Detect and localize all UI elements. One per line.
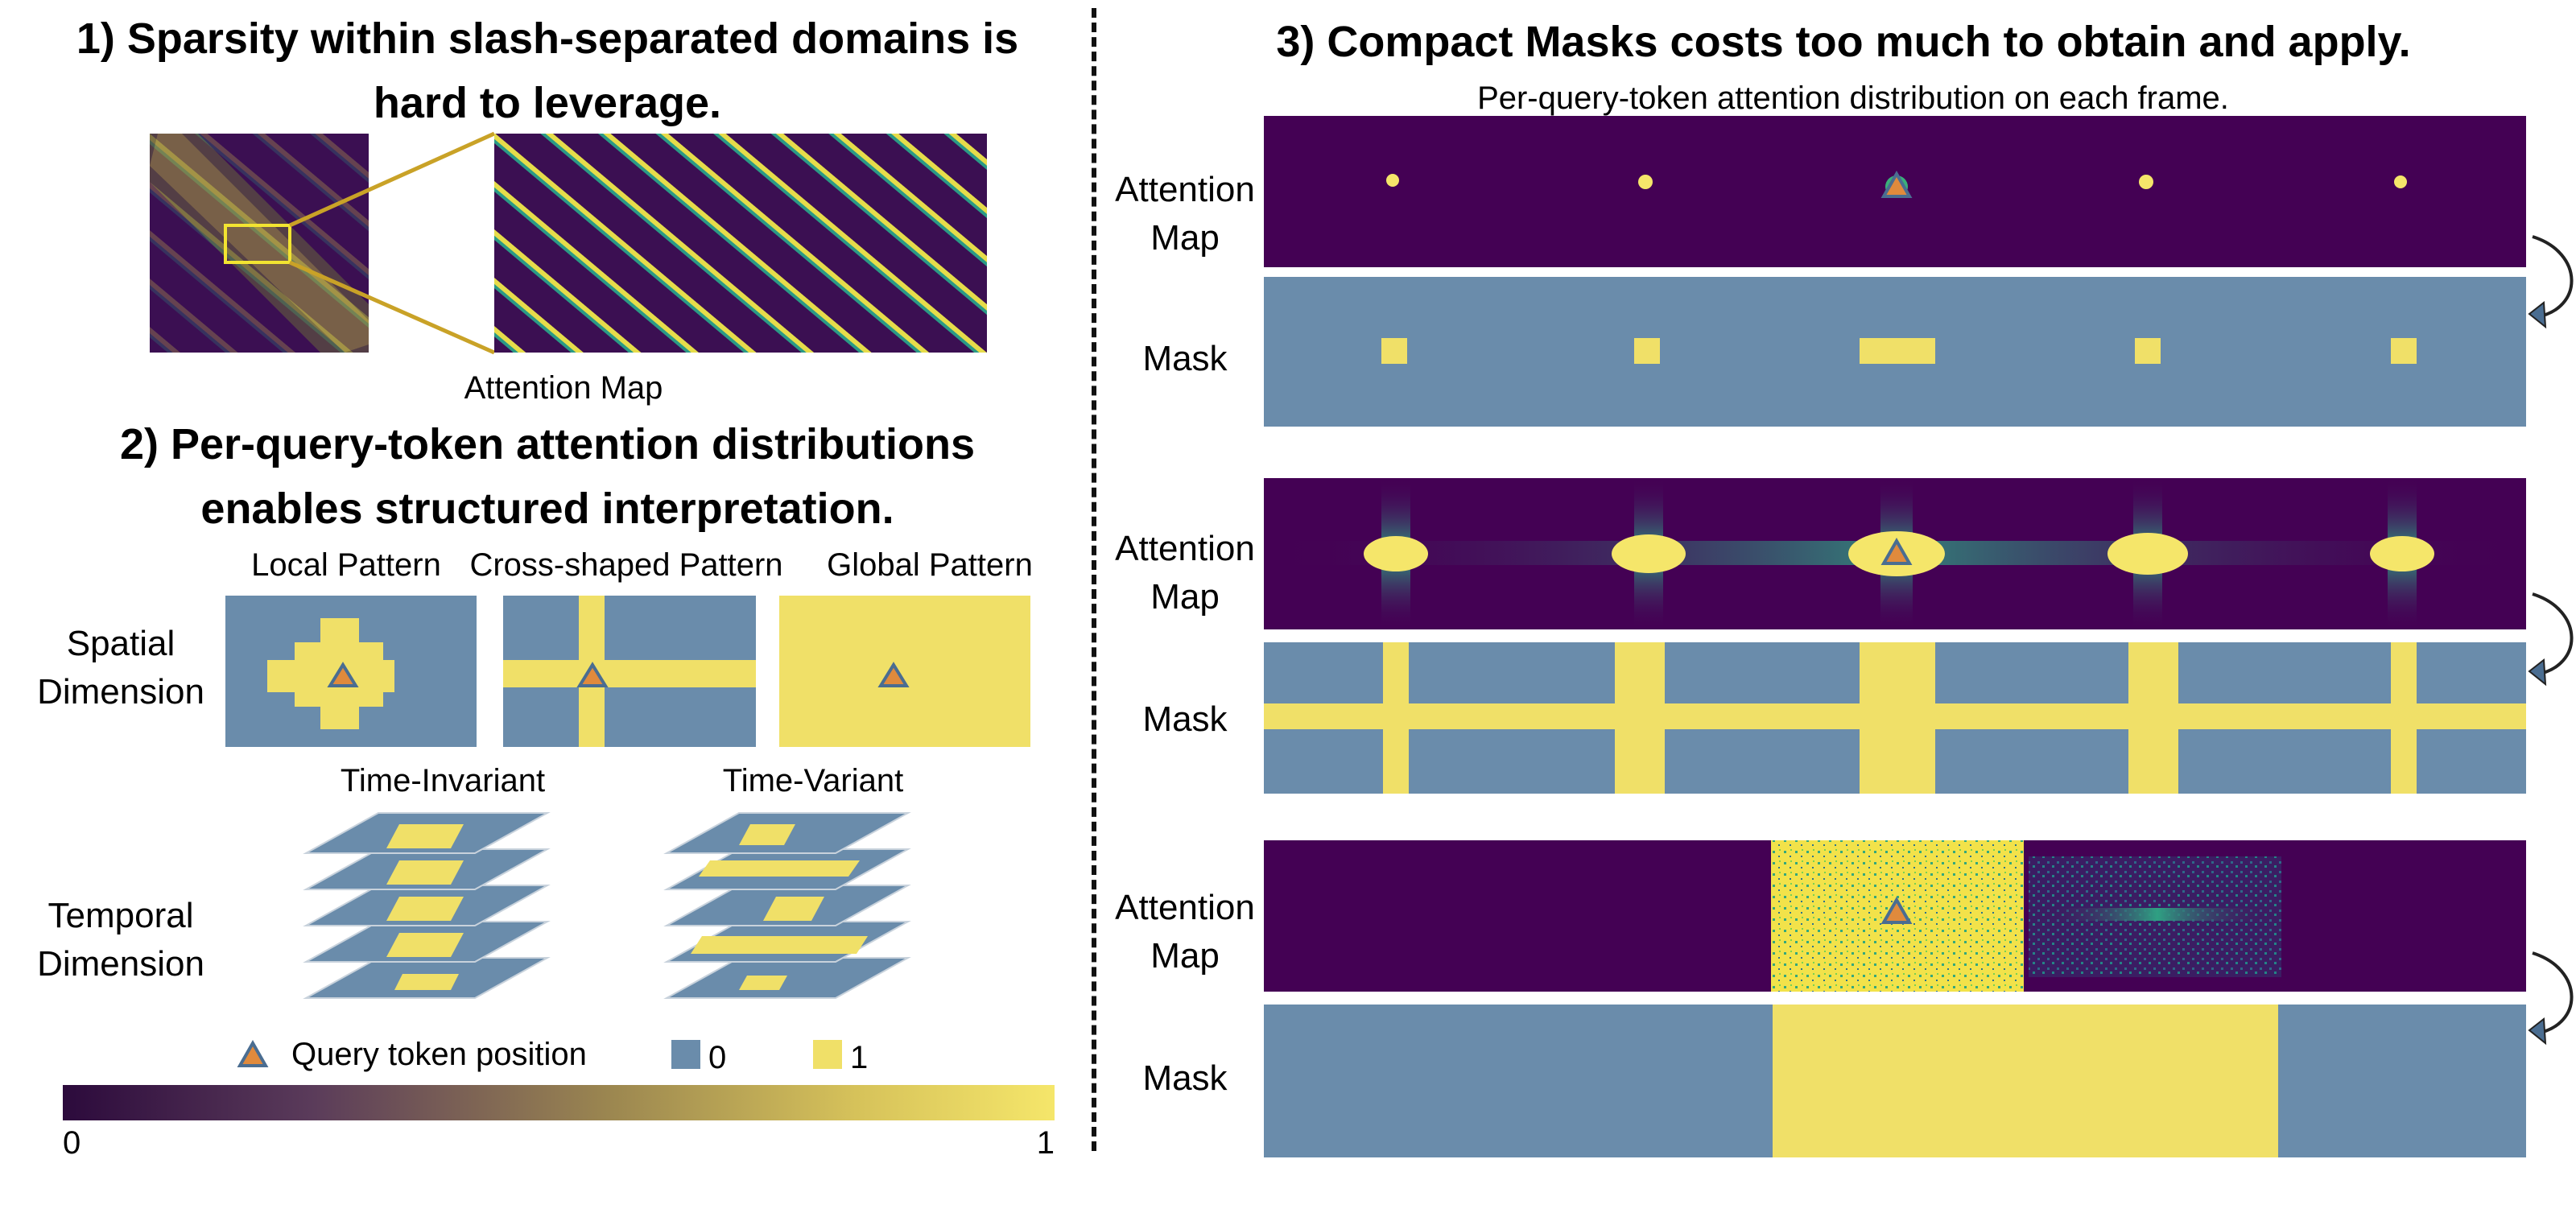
row3-attention-map [1264, 840, 2526, 992]
legend-zero-label: 0 [708, 1040, 727, 1075]
temporal-label-line2: Dimension [37, 944, 204, 984]
zoom-box [224, 224, 291, 264]
panel2-title-line1: 2) Per-query-token attention distributio… [119, 420, 976, 468]
legend-one-label: 1 [850, 1040, 869, 1075]
pattern-label-cross: Cross-shaped Pattern [469, 547, 783, 583]
legend-one-swatch [813, 1040, 842, 1069]
time-variant-label: Time-Variant [722, 763, 904, 798]
panel2-title-line2: enables structured interpretation. [200, 485, 894, 533]
zoomed-attention-map [494, 134, 987, 353]
panel3-title: 3) Compact Masks costs too much to obtai… [1276, 18, 2411, 66]
panel3-figure [1264, 116, 2574, 1157]
row1-map-label-line1: Attention [1115, 170, 1255, 209]
global-pattern-mask [779, 596, 1030, 747]
temporal-stacks [303, 812, 911, 999]
panel1-title-line1: 1) Sparsity within slash-separated domai… [76, 14, 1019, 63]
panel2-title: 2) Per-query-token attention distributio… [32, 412, 1063, 541]
row2-map-label-line1: Attention [1115, 529, 1255, 568]
row1-map-label-line2: Map [1150, 218, 1220, 258]
arrow-icon [2532, 235, 2574, 319]
legend-zero-swatch [671, 1040, 700, 1069]
row2-map-label: Attention Map [1096, 525, 1274, 621]
row3-map-label: Attention Map [1096, 884, 1274, 980]
query-triangle-icon [1880, 537, 1913, 565]
time-variant-stack [663, 812, 911, 999]
row2-mask [1264, 642, 2526, 794]
row1-mask-label: Mask [1142, 339, 1228, 378]
panel1-title: 1) Sparsity within slash-separated domai… [32, 6, 1063, 135]
panel1-caption: Attention Map [464, 370, 663, 406]
arrow-icon [2532, 592, 2574, 676]
cross-pattern-mask [503, 596, 756, 747]
row2-mask-label: Mask [1142, 699, 1228, 739]
row3-map-label-line2: Map [1150, 936, 1220, 976]
legend-query-triangle-icon [237, 1039, 269, 1067]
spatial-label-line1: Spatial [66, 624, 175, 663]
temporal-label-line1: Temporal [47, 896, 194, 935]
temporal-dimension-label: Temporal Dimension [8, 892, 233, 988]
row2-attention-map [1264, 478, 2526, 629]
time-invariant-label: Time-Invariant [340, 763, 546, 798]
local-pattern-mask [225, 596, 477, 747]
query-triangle-icon [576, 662, 609, 687]
arrow-icon [2532, 951, 2574, 1035]
panel-divider [1092, 8, 1096, 1151]
time-invariant-stack [303, 812, 551, 999]
colorbar-min-label: 0 [63, 1125, 81, 1161]
query-triangle-icon [1880, 170, 1913, 198]
panel1-figure [150, 131, 987, 355]
row3-mask [1264, 1005, 2526, 1157]
colorbar-max-label: 1 [1036, 1125, 1055, 1161]
panel3-subtitle: Per-query-token attention distribution o… [1477, 80, 2229, 116]
row1-map-label: Attention Map [1096, 166, 1274, 262]
row2-map-label-line2: Map [1150, 577, 1220, 617]
row3-mask-label: Mask [1142, 1058, 1228, 1098]
colorbar [63, 1085, 1055, 1120]
spatial-patterns [225, 596, 1030, 747]
pattern-label-global: Global Pattern [827, 547, 1033, 583]
spatial-label-line2: Dimension [37, 672, 204, 712]
spatial-dimension-label: Spatial Dimension [16, 620, 225, 716]
row3-map-label-line1: Attention [1115, 888, 1255, 927]
legend-query-label: Query token position [291, 1037, 587, 1072]
query-triangle-icon [877, 662, 910, 687]
panel1-title-line2: hard to leverage. [373, 79, 722, 127]
query-triangle-icon [327, 662, 359, 687]
row1-attention-map [1264, 116, 2526, 267]
pattern-label-local: Local Pattern [251, 547, 441, 583]
row1-mask [1264, 277, 2526, 427]
query-triangle-icon [1880, 896, 1913, 924]
